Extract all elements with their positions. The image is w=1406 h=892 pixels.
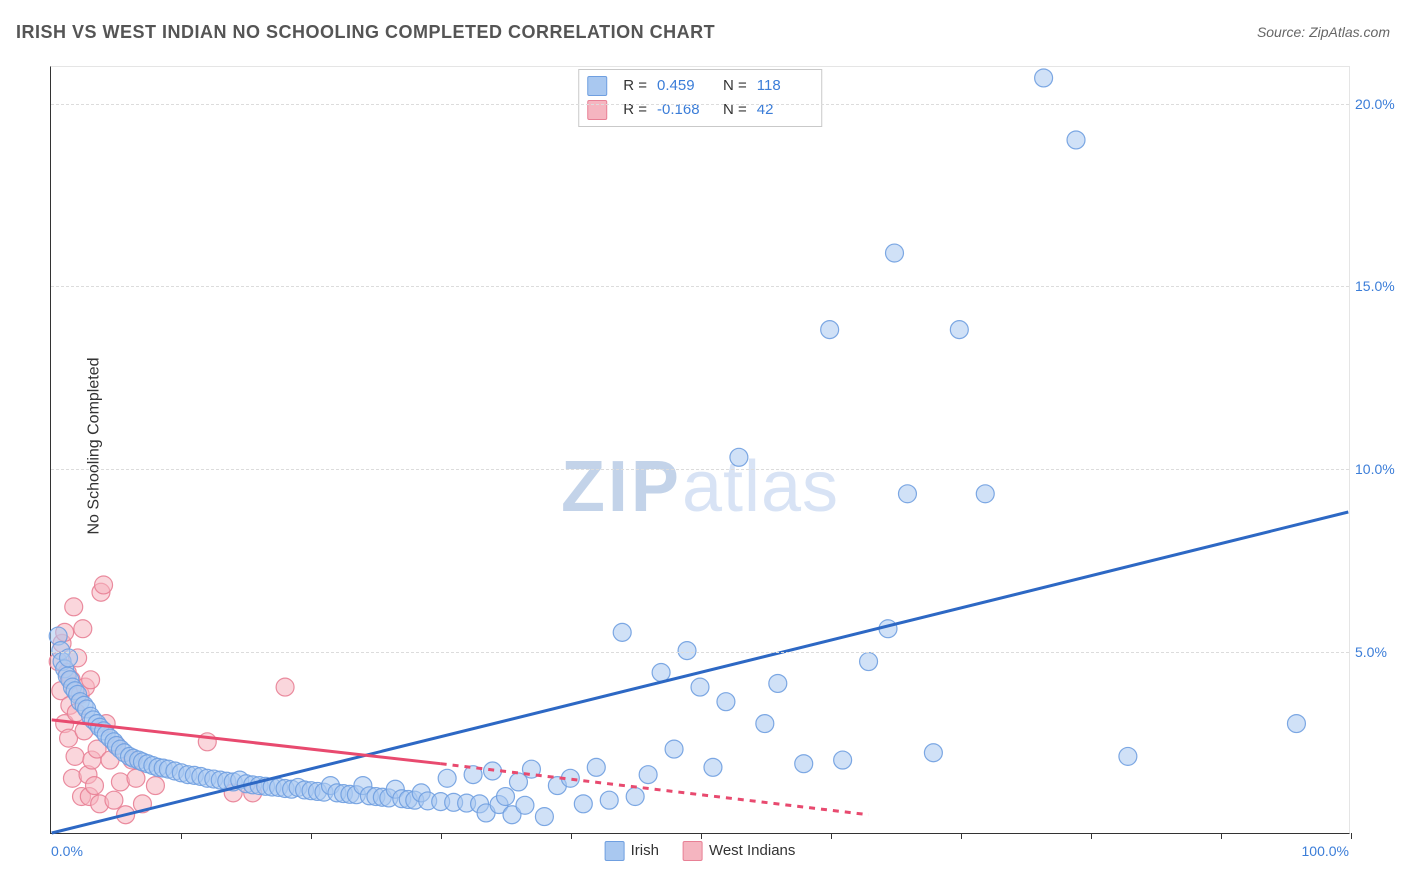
scatter-point (886, 244, 904, 262)
scatter-point (146, 777, 164, 795)
scatter-point (276, 678, 294, 696)
scatter-point (65, 598, 83, 616)
scatter-point (834, 751, 852, 769)
series-legend-item: Irish (605, 841, 659, 861)
scatter-point (950, 321, 968, 339)
gridline (51, 104, 1349, 105)
scatter-point (66, 747, 84, 765)
scatter-point (898, 485, 916, 503)
legend-r-label: R = (623, 98, 647, 122)
legend-swatch (683, 841, 703, 861)
x-tick (1351, 833, 1352, 839)
regression-line (52, 512, 1349, 833)
scatter-point (717, 693, 735, 711)
gridline (51, 286, 1349, 287)
scatter-point (626, 788, 644, 806)
scatter-point (497, 788, 515, 806)
scatter-point (678, 642, 696, 660)
legend-swatch (587, 76, 607, 96)
scatter-point (1287, 715, 1305, 733)
scatter-point (82, 671, 100, 689)
scatter-point (639, 766, 657, 784)
x-tick (961, 833, 962, 839)
scatter-point (516, 796, 534, 814)
x-axis-max-label: 100.0% (1302, 843, 1349, 859)
legend-row: R = 0.459 N = 118 (587, 74, 813, 98)
scatter-point (111, 773, 129, 791)
scatter-point (730, 448, 748, 466)
scatter-point (691, 678, 709, 696)
y-tick-label: 5.0% (1355, 644, 1405, 660)
chart-svg (51, 67, 1349, 833)
scatter-point (86, 777, 104, 795)
scatter-point (652, 664, 670, 682)
series-legend-label: West Indians (709, 842, 795, 859)
scatter-point (1119, 747, 1137, 765)
legend-swatch (605, 841, 625, 861)
x-tick (571, 833, 572, 839)
source-attribution: Source: ZipAtlas.com (1257, 24, 1390, 40)
scatter-point (613, 623, 631, 641)
scatter-point (976, 485, 994, 503)
scatter-point (704, 758, 722, 776)
correlation-legend: R = 0.459 N = 118 R = -0.168 N = 42 (578, 69, 822, 127)
legend-row: R = -0.168 N = 42 (587, 98, 813, 122)
gridline (51, 652, 1349, 653)
scatter-point (535, 808, 553, 826)
legend-n-value: 42 (757, 98, 813, 122)
series-legend: Irish West Indians (605, 841, 796, 861)
scatter-point (600, 791, 618, 809)
x-tick (441, 833, 442, 839)
legend-n-label: N = (723, 74, 747, 98)
x-tick (311, 833, 312, 839)
scatter-point (74, 620, 92, 638)
x-tick (1091, 833, 1092, 839)
scatter-point (574, 795, 592, 813)
scatter-point (665, 740, 683, 758)
y-tick-label: 15.0% (1355, 278, 1405, 294)
scatter-point (438, 769, 456, 787)
legend-r-label: R = (623, 74, 647, 98)
scatter-point (587, 758, 605, 776)
legend-n-value: 118 (757, 74, 813, 98)
plot-area: ZIPatlas R =0.459N =118R =-0.168N =42 0.… (50, 66, 1350, 834)
scatter-point (95, 576, 113, 594)
scatter-point (63, 769, 81, 787)
scatter-point (860, 653, 878, 671)
x-tick (1221, 833, 1222, 839)
scatter-point (924, 744, 942, 762)
scatter-point (127, 769, 145, 787)
scatter-point (756, 715, 774, 733)
x-axis-min-label: 0.0% (51, 843, 83, 859)
y-tick-label: 20.0% (1355, 96, 1405, 112)
x-tick (181, 833, 182, 839)
legend-r-value: 0.459 (657, 74, 713, 98)
scatter-point (795, 755, 813, 773)
legend-r-value: -0.168 (657, 98, 713, 122)
scatter-point (769, 674, 787, 692)
series-legend-label: Irish (631, 842, 659, 859)
gridline (51, 469, 1349, 470)
x-tick (831, 833, 832, 839)
y-tick-label: 10.0% (1355, 461, 1405, 477)
legend-n-label: N = (723, 98, 747, 122)
chart-title: IRISH VS WEST INDIAN NO SCHOOLING COMPLE… (16, 22, 715, 43)
x-tick (701, 833, 702, 839)
scatter-point (1035, 69, 1053, 87)
scatter-point (105, 791, 123, 809)
scatter-point (1067, 131, 1085, 149)
scatter-point (821, 321, 839, 339)
series-legend-item: West Indians (683, 841, 795, 861)
